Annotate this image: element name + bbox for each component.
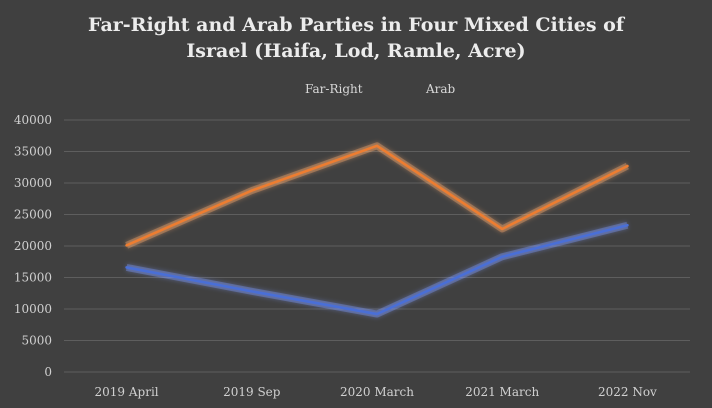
y-tick-label: 35000 [14,145,52,159]
y-tick-label: 0 [44,365,52,379]
x-tick-label: 2020 March [340,385,414,399]
series-glow-0 [125,221,629,318]
x-axis: 2019 April 2019 Sep 2020 March 2021 March 20… [95,385,658,399]
chart-title-line-1: Far-Right and Arab Parties in Four Mixed… [88,14,626,36]
x-tick-label: 2022 Nov [598,385,657,399]
legend-label: Arab [425,82,456,96]
legend-label: Far-Right [305,82,363,96]
x-tick-label: 2019 Sep [223,385,281,399]
y-tick-label: 30000 [14,176,52,190]
y-tick-label: 25000 [14,208,52,222]
y-axis: 0 5000 10000 15000 20000 25000 30000 35000 40000 [14,113,52,379]
x-tick-label: 2021 March [465,385,539,399]
chart-title-line-2: Israel (Haifa, Lod, Ramle, Acre) [186,40,525,62]
series-line-arab [125,144,629,247]
x-tick-label: 2019 April [95,385,159,399]
y-tick-label: 20000 [14,239,52,253]
series-line-far-right [125,223,629,316]
y-tick-label: 40000 [14,113,52,127]
y-tick-label: 5000 [21,334,52,348]
series-lines [125,142,629,318]
y-tick-label: 15000 [14,271,52,285]
series-glow-1 [125,142,629,249]
legend: Far-Right Arab [268,82,456,96]
gridlines [64,119,690,373]
y-tick-label: 10000 [14,302,52,316]
